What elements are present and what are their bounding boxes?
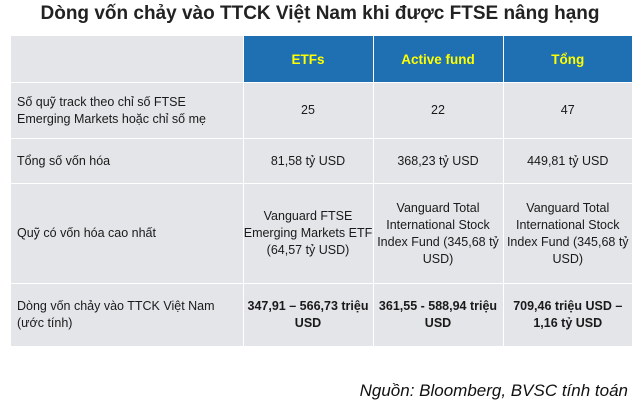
header-cell-total: Tổng (502, 36, 632, 83)
table-cell: 709,46 triệu USD – 1,16 tỷ USD (502, 283, 632, 346)
header-cell-etfs: ETFs (242, 36, 373, 83)
table-cell: 449,81 tỷ USD (502, 138, 632, 184)
table-row: Dòng vốn chảy vào TTCK Việt Nam (ước tín… (11, 283, 632, 346)
table-cell: 368,23 tỷ USD (372, 138, 503, 184)
table-cell: Vanguard FTSE Emerging Markets ETF (64,5… (242, 183, 373, 284)
source-note: Nguồn: Bloomberg, BVSC tính toán (359, 381, 628, 400)
header-cell-empty (11, 36, 243, 83)
table-row: Tổng số vốn hóa 81,58 tỷ USD 368,23 tỷ U… (11, 138, 632, 184)
header-cell-active-fund: Active fund (372, 36, 503, 83)
data-table: ETFs Active fund Tổng Số quỹ track theo … (11, 36, 632, 346)
table-cell: 25 (242, 82, 373, 139)
table-cell: 47 (502, 82, 632, 139)
table-cell: 347,91 – 566,73 triệu USD (242, 283, 373, 346)
page-title: Dòng vốn chảy vào TTCK Việt Nam khi được… (40, 3, 600, 24)
row-label: Tổng số vốn hóa (11, 138, 243, 184)
table-header-row: ETFs Active fund Tổng (11, 36, 632, 83)
table-cell: Vanguard Total International Stock Index… (372, 183, 503, 284)
table-cell: 22 (372, 82, 503, 139)
row-label: Số quỹ track theo chỉ số FTSE Emerging M… (11, 82, 243, 139)
table-cell: 361,55 - 588,94 triệu USD (372, 283, 503, 346)
table-row: Số quỹ track theo chỉ số FTSE Emerging M… (11, 82, 632, 139)
table-cell: Vanguard Total International Stock Index… (502, 183, 632, 284)
table-row: Quỹ có vốn hóa cao nhất Vanguard FTSE Em… (11, 183, 632, 284)
table-cell: 81,58 tỷ USD (242, 138, 373, 184)
row-label: Quỹ có vốn hóa cao nhất (11, 183, 243, 284)
row-label: Dòng vốn chảy vào TTCK Việt Nam (ước tín… (11, 283, 243, 346)
